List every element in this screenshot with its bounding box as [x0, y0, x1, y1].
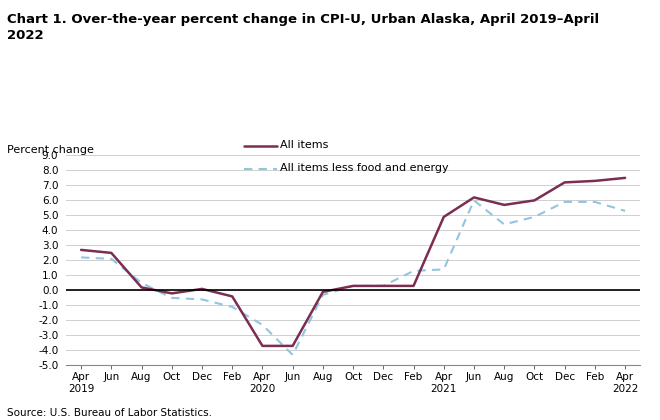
- Line: All items less food and energy: All items less food and energy: [81, 200, 625, 355]
- All items less food and energy: [198, 297, 206, 302]
- Text: Source: U.S. Bureau of Labor Statistics.: Source: U.S. Bureau of Labor Statistics.: [7, 408, 212, 418]
- All items less food and energy: [349, 284, 357, 289]
- Text: Percent change: Percent change: [7, 145, 94, 155]
- All items: [591, 178, 599, 184]
- All items less food and energy: [500, 222, 508, 227]
- Text: All items less food and energy: All items less food and energy: [280, 163, 449, 173]
- All items less food and energy: [77, 255, 85, 260]
- All items: [137, 285, 145, 290]
- All items less food and energy: [410, 268, 418, 273]
- All items less food and energy: [108, 256, 115, 261]
- All items less food and energy: [137, 281, 145, 286]
- All items less food and energy: [621, 208, 629, 213]
- All items: [288, 344, 296, 349]
- All items: [168, 291, 176, 296]
- All items less food and energy: [470, 198, 478, 203]
- All items: [410, 284, 418, 289]
- All items: [349, 284, 357, 289]
- All items: [561, 180, 569, 185]
- All items less food and energy: [288, 352, 296, 357]
- All items: [379, 284, 387, 289]
- All items less food and energy: [379, 284, 387, 289]
- Text: Chart 1. Over-the-year percent change in CPI-U, Urban Alaska, April 2019–April
2: Chart 1. Over-the-year percent change in…: [7, 13, 599, 42]
- All items less food and energy: [168, 295, 176, 300]
- All items: [77, 247, 85, 252]
- All items less food and energy: [561, 200, 569, 205]
- All items less food and energy: [591, 200, 599, 205]
- All items less food and energy: [531, 214, 539, 219]
- All items: [198, 286, 206, 291]
- All items less food and energy: [259, 323, 267, 328]
- All items: [319, 289, 327, 294]
- All items less food and energy: [319, 292, 327, 297]
- All items: [621, 176, 629, 181]
- All items less food and energy: [228, 304, 236, 310]
- All items: [228, 294, 236, 299]
- All items less food and energy: [440, 267, 447, 272]
- All items: [440, 214, 447, 219]
- All items: [500, 202, 508, 207]
- All items: [259, 344, 267, 349]
- Text: All items: All items: [280, 140, 329, 150]
- All items: [531, 198, 539, 203]
- All items: [108, 250, 115, 255]
- Line: All items: All items: [81, 178, 625, 346]
- All items: [470, 195, 478, 200]
